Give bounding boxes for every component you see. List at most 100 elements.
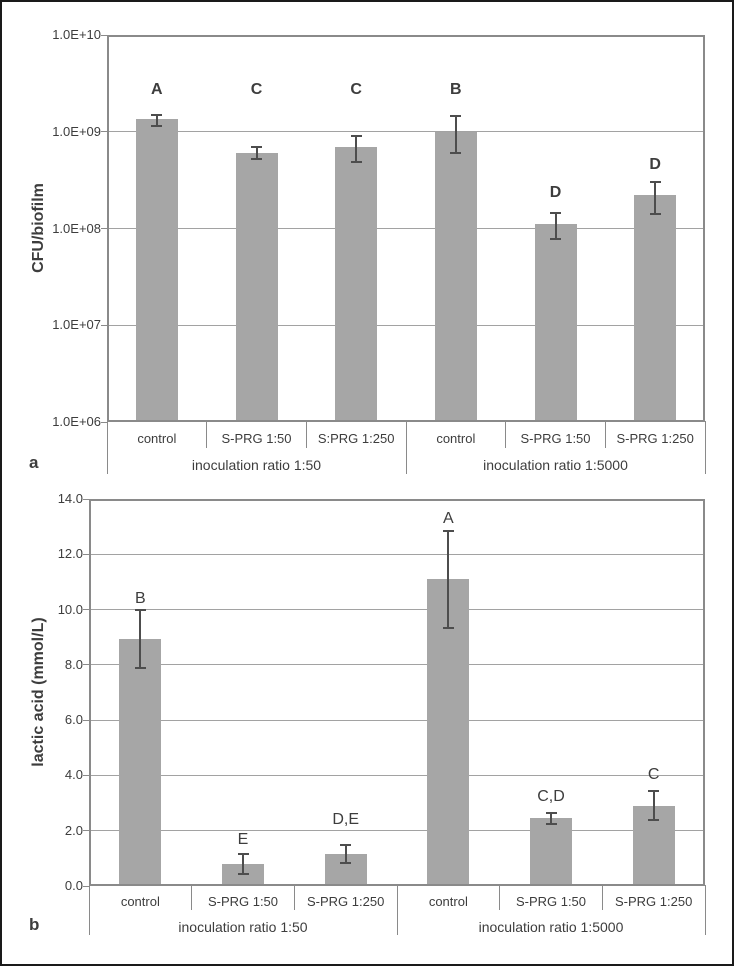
y-axis-tick: [83, 553, 89, 555]
y-axis-tick: [83, 830, 89, 832]
bar: [235, 153, 278, 420]
error-bar-cap-top: [648, 789, 660, 792]
y-tick-label: 4.0: [64, 767, 83, 783]
y-tick-label: 6.0: [64, 712, 83, 728]
panel-label: b: [29, 915, 40, 934]
significance-letter: C: [250, 81, 263, 98]
y-tick-label: 1.0E+09: [52, 123, 101, 139]
y-axis-tick: [83, 719, 89, 721]
significance-letter: A: [442, 510, 454, 527]
category-separator: [191, 885, 193, 910]
gridline: [107, 324, 705, 326]
group-label: inoculation ratio 1:5000: [478, 919, 624, 935]
error-bar-line: [654, 182, 657, 215]
y-axis-tick: [83, 774, 89, 776]
error-bar-cap-top: [151, 113, 163, 116]
gridline: [107, 228, 705, 229]
y-axis-tick: [101, 421, 107, 423]
category-separator: [604, 421, 606, 448]
significance-letter: D: [549, 184, 562, 201]
y-axis-tick: [83, 498, 89, 500]
significance-letter: C: [350, 81, 362, 98]
y-tick-label: 1.0E+07: [52, 317, 101, 333]
y-tick-label: 8.0: [64, 656, 83, 672]
gridline: [89, 609, 705, 611]
gridline: [89, 553, 705, 555]
error-bar-cap-bottom: [340, 861, 352, 864]
error-bar-cap-bottom: [251, 158, 262, 161]
error-bar-line: [550, 812, 552, 824]
gridline: [89, 774, 705, 776]
error-bar-line: [255, 147, 258, 160]
error-bar-cap-top: [134, 608, 146, 611]
group-label: inoculation ratio 1:50: [178, 919, 308, 935]
y-tick-label: 1.0E+06: [52, 414, 101, 429]
y-axis-tick: [101, 324, 107, 326]
bar: [534, 223, 577, 420]
y-tick-label: 1.0E+08: [52, 220, 101, 236]
y-tick-label: 1.0E+10: [52, 27, 101, 42]
error-bar-cap-top: [649, 181, 661, 184]
error-bar-line: [454, 116, 457, 153]
bar: [135, 119, 178, 420]
y-tick-label: 14.0: [57, 491, 83, 506]
error-bar-cap-top: [442, 529, 454, 532]
category-separator: [305, 421, 307, 448]
group-separator: [396, 885, 398, 935]
category-label: control: [436, 431, 476, 446]
category-separator: [293, 885, 295, 910]
group-separator: [704, 421, 706, 474]
gridline: [107, 131, 705, 133]
bar: [530, 818, 572, 884]
error-bar-cap-bottom: [442, 626, 454, 629]
error-bar-cap-bottom: [545, 822, 557, 825]
significance-letter: E: [237, 831, 249, 848]
category-label: S-PRG 1:50: [221, 431, 292, 446]
y-axis-title: lactic acid (mmol/L): [30, 617, 47, 767]
error-bar-line: [554, 212, 557, 239]
y-axis-tick: [101, 228, 107, 229]
category-label: S-PRG 1:250: [616, 431, 694, 446]
y-axis-tick: [83, 885, 89, 887]
error-bar-cap-top: [550, 211, 561, 214]
error-bar-cap-top: [350, 135, 362, 138]
error-bar-cap-bottom: [350, 160, 362, 163]
significance-letter: B: [450, 81, 462, 98]
error-bar-cap-bottom: [648, 818, 660, 821]
category-separator: [499, 885, 501, 910]
error-bar-line: [242, 854, 244, 874]
bar: [634, 195, 677, 420]
group-label: inoculation ratio 1:50: [191, 457, 322, 473]
error-bar-cap-bottom: [649, 213, 661, 216]
error-bar-cap-bottom: [134, 666, 146, 669]
error-bar-line: [139, 609, 142, 668]
y-tick-label: 2.0: [64, 822, 83, 838]
gridline: [89, 830, 705, 832]
category-label: S-PRG 1:250: [614, 894, 693, 909]
significance-letter: B: [134, 590, 146, 607]
plot-area: [89, 499, 705, 886]
category-label: S-PRG 1:50: [207, 894, 279, 909]
error-bar-cap-top: [545, 811, 557, 814]
error-bar-cap-top: [340, 843, 352, 846]
error-bar-line: [344, 844, 347, 863]
category-separator: [206, 421, 208, 448]
y-axis-tick: [101, 131, 107, 133]
gridline: [89, 719, 705, 721]
group-separator: [704, 885, 706, 935]
bar: [119, 638, 162, 884]
error-bar-line: [155, 114, 158, 126]
category-label: control: [137, 431, 177, 446]
gridline: [89, 664, 705, 666]
significance-letter: C: [647, 766, 660, 783]
category-label: S-PRG 1:50: [520, 431, 591, 446]
error-bar-cap-top: [450, 115, 462, 118]
y-axis-tick: [83, 609, 89, 611]
group-separator: [405, 421, 407, 474]
error-bar-cap-bottom: [450, 151, 462, 154]
error-bar-cap-bottom: [550, 237, 561, 240]
bar: [335, 146, 378, 420]
significance-letter: D,E: [332, 811, 359, 828]
